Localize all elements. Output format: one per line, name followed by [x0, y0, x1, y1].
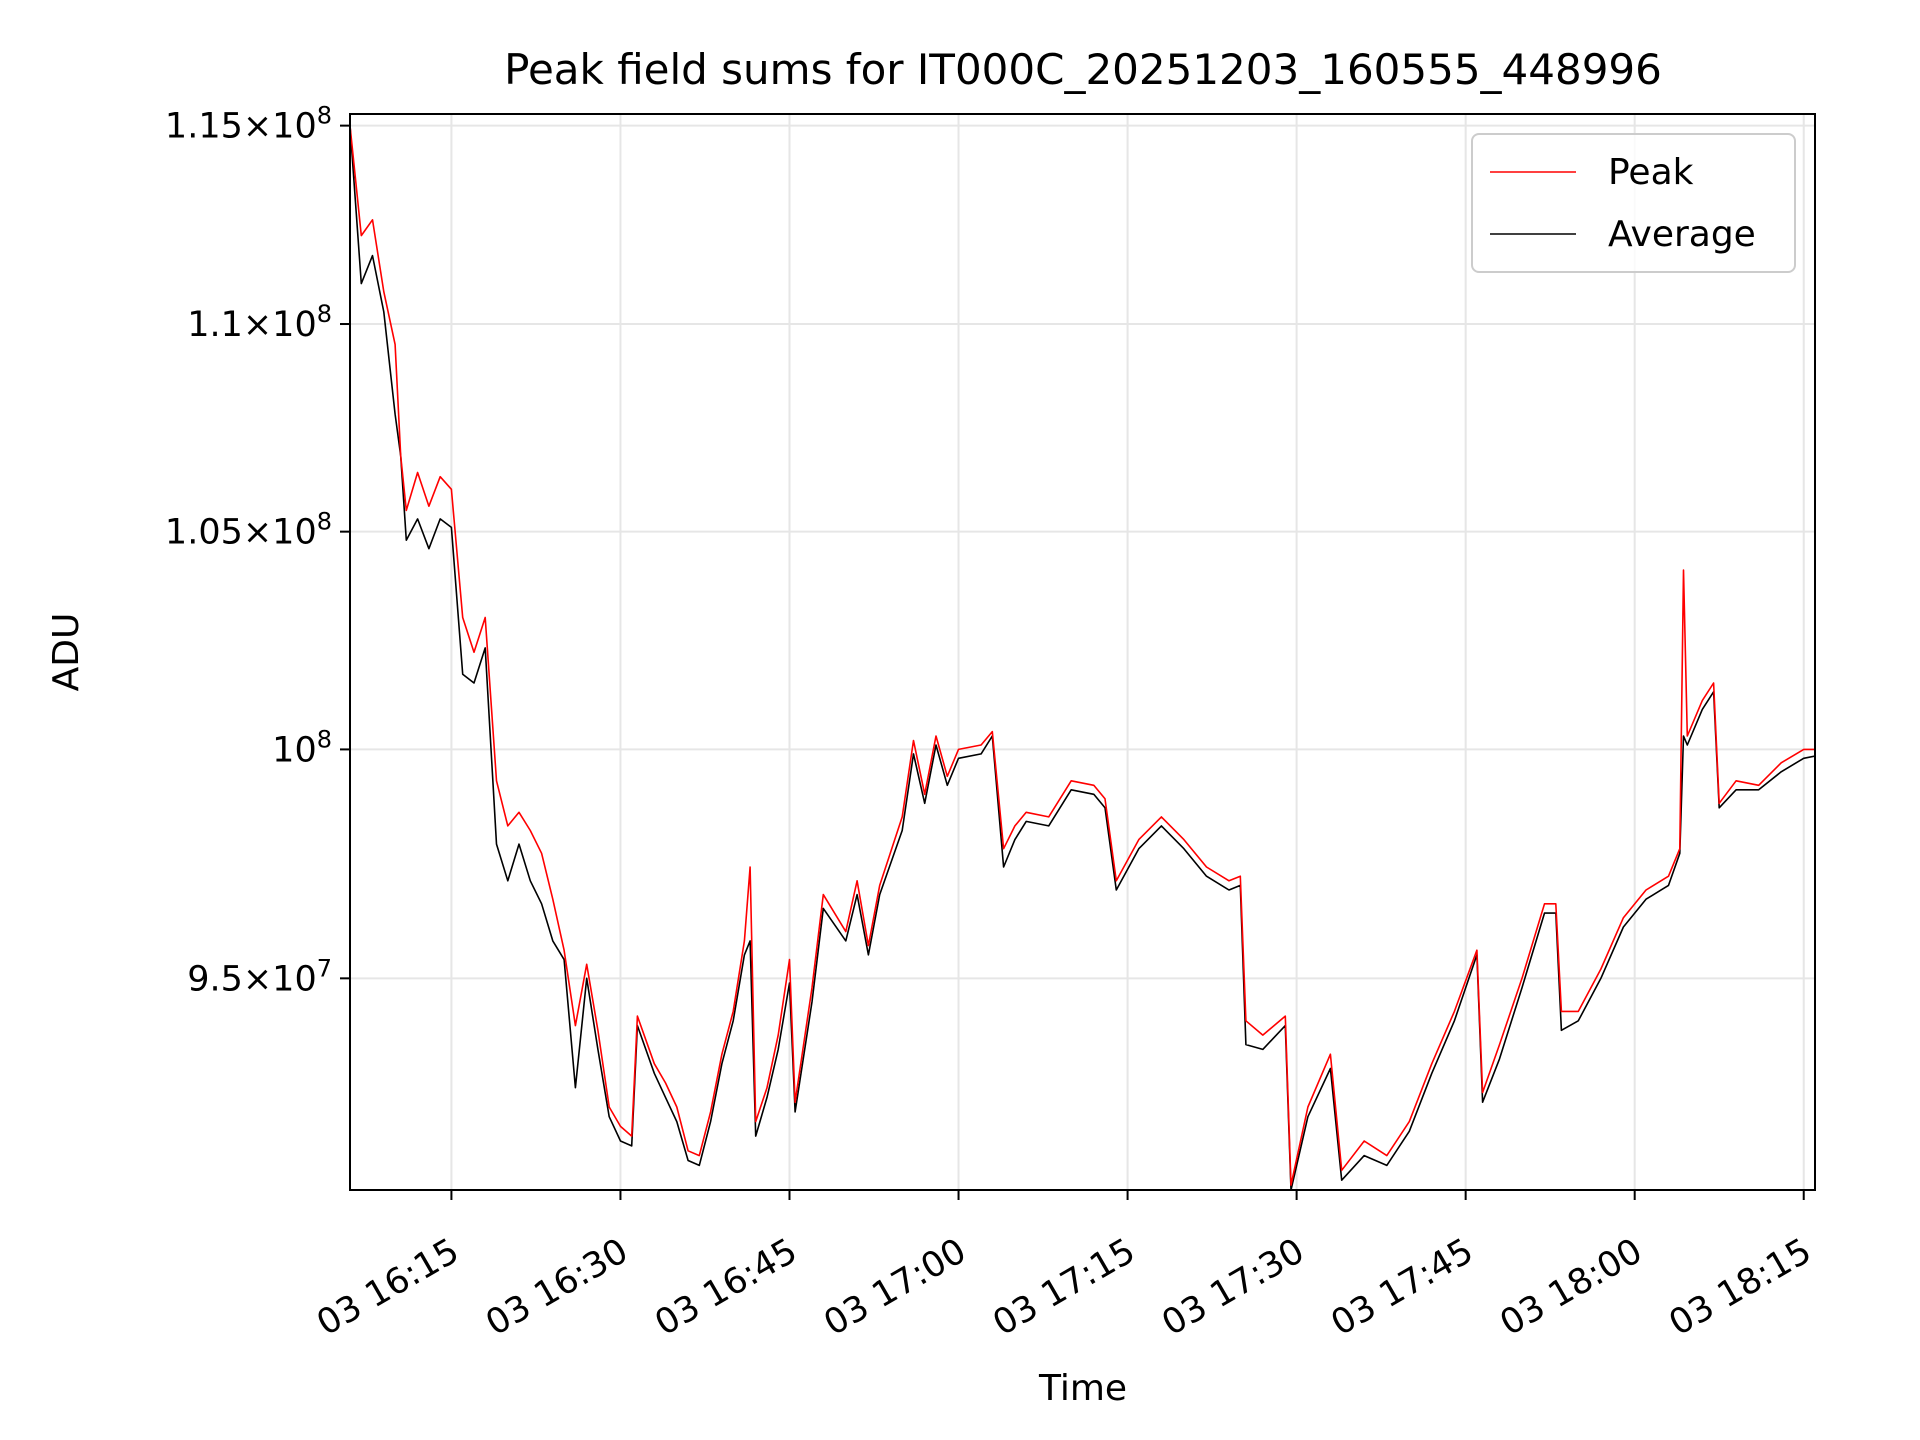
y-axis-label: ADU [46, 613, 87, 692]
series-layer [350, 125, 1815, 1190]
y-gridlines [350, 124, 1815, 980]
y-tick-label: 108 [272, 725, 332, 770]
chart-title: Peak field sums for IT000C_20251203_1605… [504, 45, 1662, 94]
y-tick-label: 9.5×107 [187, 954, 332, 999]
x-axis-label: Time [1038, 1368, 1127, 1409]
x-gridlines [450, 114, 1805, 1190]
plot-frame [349, 113, 1816, 1191]
legend-box [1471, 133, 1796, 273]
y-tick-label: 1.05×108 [165, 508, 332, 553]
legend-label-peak: Peak [1608, 152, 1694, 193]
legend-label-average: Average [1608, 214, 1756, 255]
y-tick-label: 1.1×108 [187, 300, 332, 345]
legend: Peak Average [1471, 133, 1796, 273]
y-tick-label: 1.15×108 [165, 102, 332, 147]
y-axis-ticks: 9.5×107 108 1.05×108 1.1×108 1.15×108 [165, 102, 350, 999]
series-line-peak [350, 125, 1815, 1186]
series-line-average [350, 125, 1815, 1190]
